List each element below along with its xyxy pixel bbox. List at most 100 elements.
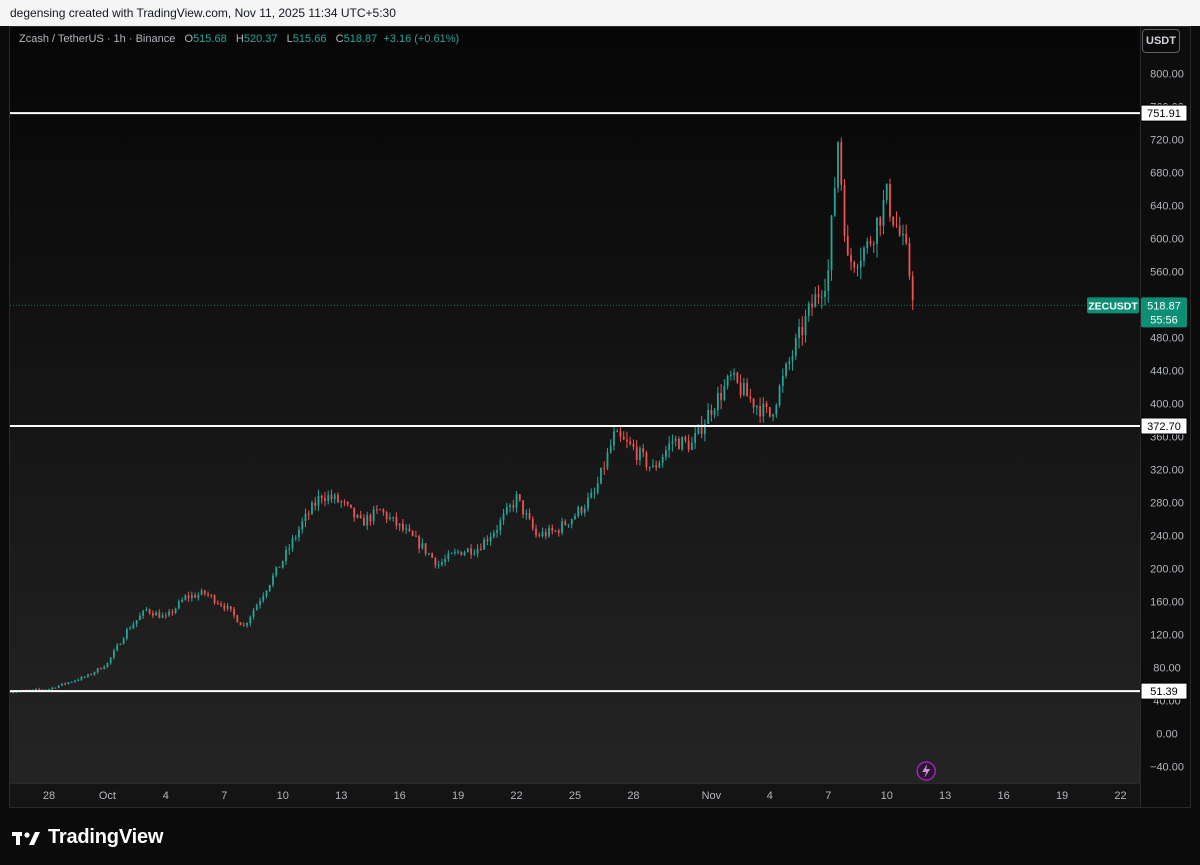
candle-body	[863, 247, 865, 261]
candle-body	[38, 688, 41, 690]
candle-body	[707, 410, 710, 424]
x-tick-label: 25	[569, 790, 581, 802]
candle-body	[389, 517, 391, 520]
candle-body	[376, 509, 378, 511]
candle-body	[570, 519, 573, 525]
candle-body	[164, 615, 167, 617]
plot-area[interactable]	[10, 27, 1140, 807]
candle-body	[648, 467, 651, 469]
candle-body	[54, 687, 57, 689]
ticker-badge	[1087, 297, 1139, 314]
candle-body	[551, 527, 554, 531]
candle-body	[275, 566, 278, 576]
open-value: 515.68	[193, 33, 227, 45]
ticker-badge-label: ZECUSDT	[1088, 300, 1138, 312]
candle-body	[382, 509, 385, 513]
candle-body	[447, 553, 450, 560]
candle-body	[138, 615, 141, 621]
candle-body	[652, 465, 654, 468]
candle-body	[609, 445, 612, 453]
currency-button[interactable]: USDT	[1142, 29, 1180, 53]
candle-body	[161, 615, 164, 618]
candle-body	[207, 593, 209, 596]
y-tick-label: 240.00	[1150, 531, 1184, 543]
candle-body	[48, 689, 50, 691]
candle-body	[220, 603, 222, 606]
candle-body	[366, 515, 369, 526]
candle-body	[307, 513, 310, 515]
x-tick-label: 16	[997, 790, 1009, 802]
candle-body	[285, 549, 287, 562]
candle-body	[177, 601, 180, 609]
candle-body	[119, 643, 122, 645]
candle-body	[142, 610, 145, 616]
candle-body	[324, 498, 326, 501]
candle-body	[333, 494, 336, 500]
candle-body	[408, 528, 411, 531]
time-scale[interactable]	[10, 783, 1140, 807]
candle-body	[512, 505, 515, 508]
candle-body	[525, 513, 528, 515]
candle-body	[726, 375, 729, 387]
candle-body	[174, 608, 177, 613]
candle-body	[340, 501, 343, 503]
candle-body	[398, 523, 401, 526]
candle-body	[233, 609, 235, 616]
horizontal-line-label-bg	[1140, 104, 1188, 122]
candle-body	[148, 609, 151, 614]
candle-body	[678, 438, 680, 450]
candle-body	[655, 465, 658, 468]
candle-body	[791, 355, 794, 362]
candle-body	[229, 606, 232, 610]
candle-body	[155, 612, 158, 616]
candle-body	[262, 595, 265, 601]
x-tick-label: 22	[1114, 790, 1126, 802]
candle-body	[752, 398, 755, 408]
candle-body	[317, 495, 320, 506]
candle-body	[106, 662, 109, 668]
candle-body	[463, 552, 466, 556]
last-price-badge	[1141, 297, 1187, 328]
candle-body	[674, 438, 677, 442]
candle-body	[320, 495, 323, 499]
lightning-icon	[922, 764, 931, 778]
brand-name: TradingView	[48, 826, 164, 848]
chart-frame[interactable]: 800.00760.00720.00680.00640.00600.00560.…	[9, 26, 1191, 808]
candle-body	[369, 515, 372, 522]
x-tick-label: 13	[335, 790, 347, 802]
candle-body	[437, 564, 440, 566]
tradingview-logo[interactable]: TradingView	[12, 826, 163, 849]
y-tick-label: 720.00	[1150, 135, 1184, 147]
candle-body	[414, 535, 417, 537]
candle-body	[820, 296, 823, 298]
high-value: 520.37	[243, 33, 278, 45]
candle-body	[281, 561, 284, 568]
candle-body	[544, 531, 547, 537]
chart-svg: 800.00760.00720.00680.00640.00600.00560.…	[10, 69, 1188, 802]
candle-body	[703, 423, 706, 435]
y-tick-label: 200.00	[1150, 564, 1184, 576]
candle-body	[298, 529, 300, 538]
candle-body	[168, 611, 171, 616]
candle-body	[350, 504, 352, 508]
candle-body	[645, 452, 648, 468]
candle-body	[226, 606, 229, 609]
candle-body	[866, 241, 869, 248]
candle-body	[440, 562, 443, 565]
symbol-title[interactable]: Zcash / TetherUS · 1h · Binance	[19, 33, 176, 45]
candle-body	[12, 692, 15, 694]
candle-body	[720, 392, 723, 400]
candle-body	[729, 374, 732, 376]
candle-body	[184, 595, 187, 600]
candle-body	[346, 501, 349, 505]
candle-body	[785, 363, 787, 376]
candle-body	[171, 611, 174, 613]
candle-body	[850, 255, 852, 263]
close-value: 518.87	[343, 33, 378, 45]
candle-body	[587, 497, 589, 509]
candle-body	[710, 410, 713, 415]
price-scale[interactable]	[1141, 27, 1190, 807]
price-scale-divider	[1140, 27, 1141, 807]
candle-body	[853, 262, 856, 268]
candle-body	[83, 676, 86, 678]
